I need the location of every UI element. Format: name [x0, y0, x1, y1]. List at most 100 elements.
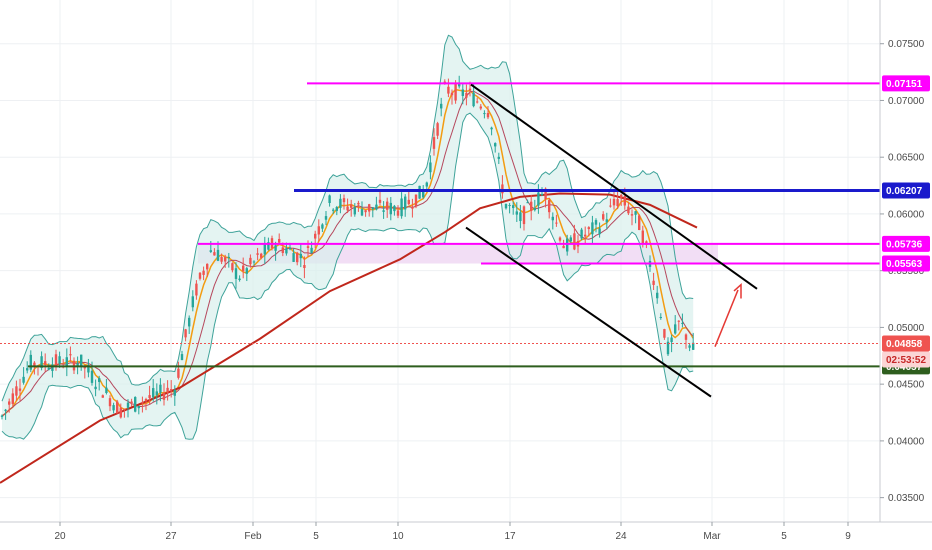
candle-body — [267, 242, 270, 250]
candle-body — [612, 198, 616, 206]
candle-body — [638, 215, 641, 230]
candle-body — [144, 399, 148, 401]
last-price-badge-label: 0.04858 — [886, 339, 923, 350]
price-badges: 0.071510.062070.057360.055630.046570.048… — [882, 75, 930, 375]
candle-body — [40, 356, 43, 368]
candle-body — [342, 198, 346, 203]
candle-body — [177, 368, 180, 378]
candle-body — [65, 357, 68, 367]
candle-body — [555, 222, 558, 224]
time-tick-label: 24 — [615, 531, 627, 542]
candle-body — [141, 402, 144, 404]
candle-body — [180, 354, 184, 361]
candle-body — [195, 283, 198, 296]
candle-body — [278, 238, 281, 243]
candle-body — [353, 207, 356, 215]
candle-body — [22, 376, 25, 383]
time-axis[interactable]: 20 27 Feb 5 10 17 24 Mar 5 9 — [0, 521, 932, 542]
candle-body — [281, 247, 284, 253]
candle-body — [382, 210, 385, 212]
price-tick-label: 0.05000 — [888, 323, 925, 334]
level-badge-label: 0.07151 — [886, 79, 923, 90]
arrow-shaft — [714, 289, 739, 347]
candle-body — [224, 257, 227, 262]
candle-body — [494, 143, 497, 147]
candle-body — [288, 247, 292, 250]
candle-body — [393, 205, 396, 212]
candle-body — [292, 253, 295, 262]
time-tick-label: 5 — [313, 531, 319, 542]
candle-body — [587, 227, 590, 230]
candle-body — [573, 233, 576, 250]
candle-body — [101, 395, 104, 398]
candle-body — [11, 393, 14, 404]
candle-body — [605, 219, 608, 223]
channel-lower-line — [465, 226, 712, 398]
candle-body — [630, 214, 634, 216]
candle-body — [623, 196, 626, 206]
candle-body — [386, 201, 389, 210]
price-tick-label: 0.07000 — [888, 96, 925, 107]
projection-arrow[interactable] — [714, 283, 742, 347]
level-badge-bg — [882, 75, 930, 92]
candle-body — [33, 362, 36, 367]
candle-body — [620, 194, 623, 198]
candle-body — [580, 229, 583, 239]
candle-body — [213, 252, 216, 256]
candle-body — [594, 220, 598, 225]
candle-body — [501, 184, 504, 194]
candle-body — [569, 237, 572, 242]
descending-channel[interactable] — [465, 83, 758, 398]
candle-body — [400, 198, 403, 217]
candle-body — [609, 205, 612, 207]
candle-body — [306, 246, 310, 248]
candle-body — [44, 361, 47, 365]
candle-body — [440, 103, 443, 109]
candle-body — [234, 268, 238, 279]
candle-body — [130, 401, 133, 403]
countdown-badge-bg — [882, 351, 930, 368]
price-tick-label: 0.03500 — [888, 493, 925, 504]
level-badge-label: 0.05736 — [886, 239, 923, 250]
candle-body — [465, 92, 468, 98]
arrow-head — [733, 283, 742, 299]
candle-body — [105, 387, 108, 393]
candle-body — [368, 204, 371, 212]
candle-body — [274, 245, 277, 251]
candle-body — [688, 345, 691, 348]
candle-body — [303, 265, 306, 269]
bollinger-upper — [1, 34, 694, 402]
price-axis[interactable]: 0.07500 0.07000 0.06500 0.06000 0.05500 0.050… — [879, 0, 925, 522]
horizontal-levels[interactable] — [0, 82, 880, 368]
candle-body — [256, 253, 259, 255]
candle-body — [58, 356, 61, 364]
countdown-label: 02:53:52 — [886, 355, 926, 366]
candle-body — [155, 391, 158, 396]
candle-body — [414, 194, 418, 207]
candle-body — [450, 92, 454, 96]
candle-body — [108, 398, 112, 407]
candle-body — [112, 405, 115, 411]
candle-body — [245, 268, 248, 274]
candle-body — [335, 206, 338, 211]
level-badge-label: 0.06207 — [886, 186, 923, 197]
candle-body — [472, 92, 475, 107]
bollinger-lower — [1, 112, 694, 440]
candle-body — [486, 113, 490, 118]
candle-body — [666, 341, 670, 355]
candle-body — [404, 196, 407, 210]
candle-body — [684, 334, 688, 340]
candle-body — [188, 317, 191, 327]
candle-body — [18, 388, 22, 391]
candle-body — [202, 270, 205, 275]
candle-body — [216, 249, 220, 261]
candle-body — [321, 224, 324, 229]
candle-body — [346, 206, 349, 211]
candle-body — [90, 370, 94, 383]
candle-body — [519, 212, 522, 222]
candle-body — [332, 209, 335, 211]
candle-body — [375, 204, 378, 210]
price-tick-label: 0.04500 — [888, 380, 925, 391]
candle-body — [173, 390, 176, 396]
